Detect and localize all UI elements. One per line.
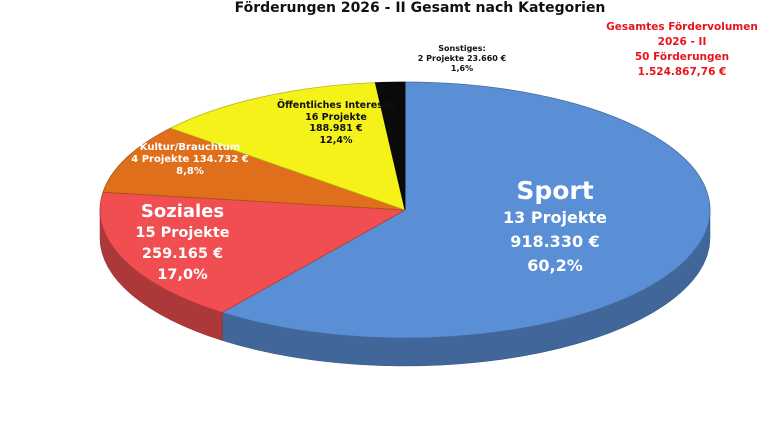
slice-label-soziales: Soziales 15 Projekte 259.165 € 17,0% [100,200,265,286]
kultur-projects-amount: 4 Projekte 134.732 € [131,154,249,166]
pie-slice-ffentliches-interesse [169,82,406,211]
soziales-percent: 17,0% [157,267,208,283]
sonst-name: Sonstiges: [438,44,486,53]
kultur-name: Kultur/Brauchtum [139,142,241,153]
sport-percent: 60,2% [527,256,583,275]
soziales-name: Soziales [140,201,225,222]
oeff-percent: 12,4% [319,134,353,146]
sport-amount: 918.330 € [510,232,600,251]
sport-name: Sport [516,176,594,205]
sonst-percent: 1,6% [450,63,474,73]
slice-label-kultur: Kultur/Brauchtum 4 Projekte 134.732 € 8,… [110,142,270,179]
summary-line-3: 50 Förderungen [634,51,730,63]
pie-slice-sport [221,81,711,339]
kultur-percent: 8,8% [176,166,204,178]
slice-label-oeffentlich: Öffentliches Interesse 16 Projekte 188.9… [266,100,406,146]
summary-line-4: 1.524.867,76 € [637,66,727,78]
chart-title: Förderungen 2026 - II Gesamt nach Katego… [234,0,606,16]
summary-line-1: Gesamtes Fördervolumen [606,21,758,33]
oeff-amount: 188.981 € [309,123,363,135]
soziales-projects: 15 Projekte [135,225,230,241]
summary-box: Gesamtes Fördervolumen 2026 - II 50 Förd… [596,20,768,80]
pie-slice-sonstiges [374,81,406,211]
pie-slice-kultur-brauchtum [102,127,406,211]
pie-top [99,81,711,339]
slice-label-sport: Sport 13 Projekte 918.330 € 60,2% [480,176,630,278]
slice-label-sonstiges: Sonstiges: 2 Projekte 23.660 € 1,6% [402,44,522,73]
sport-projects: 13 Projekte [503,208,607,227]
sonst-projects-amount: 2 Projekte 23.660 € [417,53,507,63]
oeff-name: Öffentliches Interesse [277,100,395,111]
soziales-amount: 259.165 € [141,246,224,262]
summary-line-2: 2026 - II [657,36,707,48]
oeff-projects: 16 Projekte [305,111,367,123]
pie-slice-soziales [99,191,407,313]
